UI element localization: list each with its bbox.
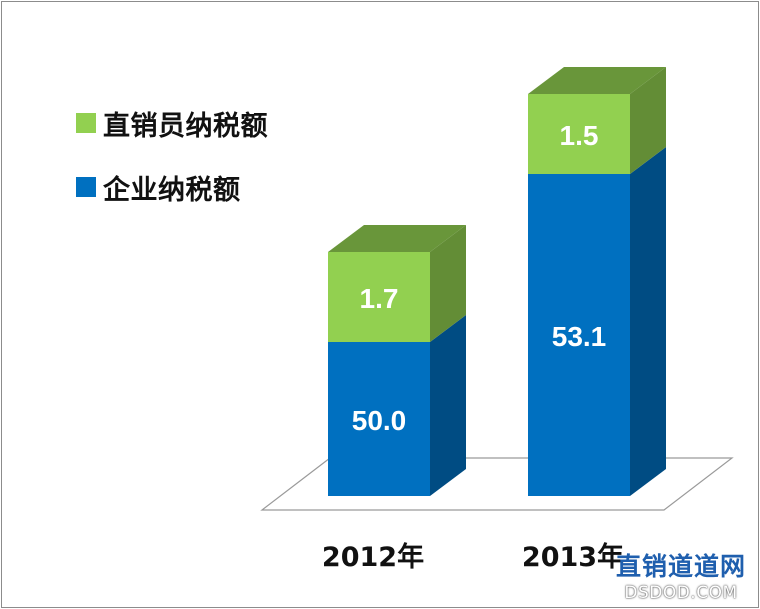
bar-salesperson-0-value-label: 1.7 <box>360 283 399 314</box>
bar-salesperson-1-side <box>630 67 666 174</box>
bar-salesperson-1-value-label: 1.5 <box>560 120 599 151</box>
legend-label-salesperson-tax: 直销员纳税额 <box>103 110 268 142</box>
bar-enterprise-0-side <box>430 315 466 496</box>
bar-salesperson-0-front <box>328 252 430 342</box>
bar-top-1 <box>528 67 666 94</box>
legend-item-enterprise-tax: 企业纳税额 <box>76 170 268 206</box>
bar-salesperson-1-front <box>528 94 630 174</box>
bar-enterprise-1-front <box>528 174 630 496</box>
x-tick-label-1: 2013年 <box>522 541 624 573</box>
bar-top-0 <box>328 225 466 252</box>
bars-group <box>328 67 666 496</box>
watermark: 直销道道网 DSDOD.COM <box>616 547 746 603</box>
bar-enterprise-0-value-label: 50.0 <box>352 405 407 436</box>
labels-group: 50.0 1.7 2012年 53.1 1.5 2013年 <box>322 120 624 573</box>
x-tick-label-0: 2012年 <box>322 541 424 573</box>
bar-enterprise-1-value-label: 53.1 <box>552 321 607 352</box>
bar-salesperson-0-side <box>430 225 466 342</box>
legend: 直销员纳税额 企业纳税额 <box>76 106 268 234</box>
bar-enterprise-1-side <box>630 147 666 496</box>
legend-label-enterprise-tax: 企业纳税额 <box>103 174 241 206</box>
watermark-en: DSDOD.COM <box>624 583 738 603</box>
legend-swatch-salesperson-tax <box>76 113 96 133</box>
watermark-cn: 直销道道网 <box>616 552 747 581</box>
legend-item-salesperson-tax: 直销员纳税额 <box>76 106 268 142</box>
bar-enterprise-0-front <box>328 342 430 496</box>
legend-swatch-enterprise-tax <box>76 177 96 197</box>
